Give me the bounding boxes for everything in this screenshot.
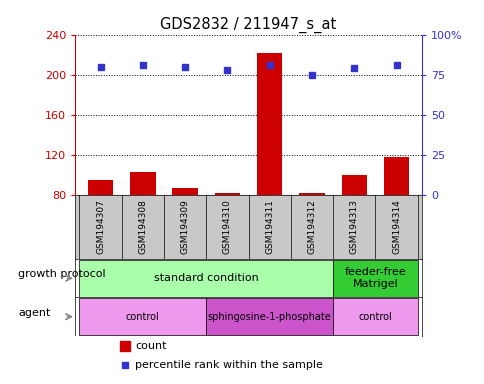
Bar bbox=[120, 341, 130, 351]
Text: control: control bbox=[358, 312, 392, 322]
Bar bbox=[299, 193, 324, 275]
Bar bbox=[341, 175, 366, 275]
Text: growth protocol: growth protocol bbox=[18, 269, 106, 280]
Bar bbox=[172, 188, 197, 275]
Text: GSM194313: GSM194313 bbox=[349, 199, 358, 254]
Text: GSM194314: GSM194314 bbox=[391, 200, 400, 254]
Bar bbox=[79, 260, 333, 297]
Text: standard condition: standard condition bbox=[153, 273, 258, 283]
Bar bbox=[333, 298, 417, 335]
Text: percentile rank within the sample: percentile rank within the sample bbox=[135, 360, 322, 370]
Text: GSM194308: GSM194308 bbox=[138, 199, 147, 254]
Bar bbox=[88, 180, 113, 275]
Title: GDS2832 / 211947_s_at: GDS2832 / 211947_s_at bbox=[160, 17, 336, 33]
Bar bbox=[214, 193, 240, 275]
Bar bbox=[206, 298, 333, 335]
Text: GSM194312: GSM194312 bbox=[307, 200, 316, 254]
Text: agent: agent bbox=[18, 308, 50, 318]
Text: GSM194311: GSM194311 bbox=[265, 199, 273, 254]
Text: control: control bbox=[126, 312, 159, 322]
Text: GSM194310: GSM194310 bbox=[223, 199, 231, 254]
Text: GSM194307: GSM194307 bbox=[96, 199, 105, 254]
Bar bbox=[333, 260, 417, 297]
Bar bbox=[130, 172, 155, 275]
Bar bbox=[79, 298, 206, 335]
Text: feeder-free
Matrigel: feeder-free Matrigel bbox=[344, 267, 406, 289]
Text: sphingosine-1-phosphate: sphingosine-1-phosphate bbox=[208, 312, 331, 322]
Bar bbox=[257, 53, 282, 275]
Text: GSM194309: GSM194309 bbox=[180, 199, 189, 254]
Bar bbox=[383, 157, 408, 275]
Text: count: count bbox=[135, 341, 166, 351]
